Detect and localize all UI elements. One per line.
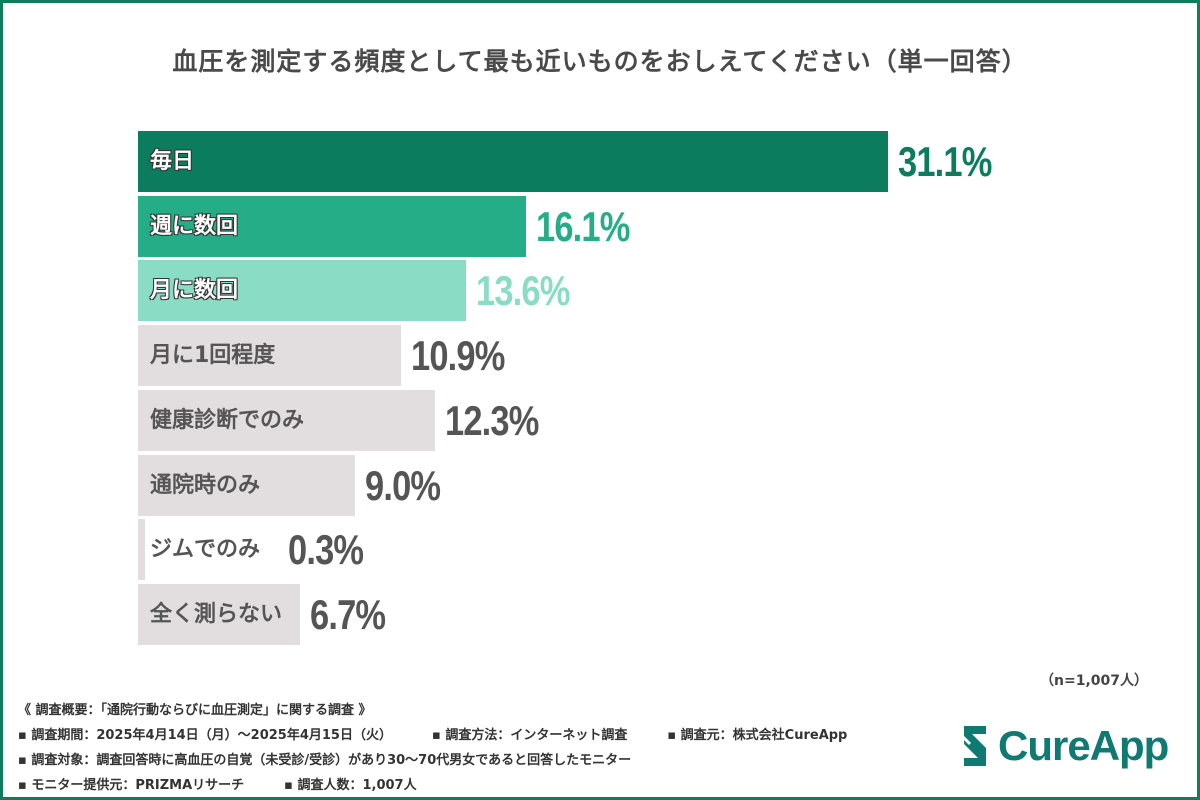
survey-count: ▪ 調査人数：1,007人 bbox=[284, 778, 417, 793]
survey-overview: 《 調査概要：「通院行動ならびに血圧測定」に関する調査 》 bbox=[18, 703, 372, 718]
chart-title: 血圧を測定する頻度として最も近いものをおしえてください（単一回答） bbox=[172, 47, 1028, 76]
category-label: 月に1回程度 bbox=[150, 343, 276, 369]
bar: 毎日 bbox=[138, 131, 888, 192]
bar: 月に数回 bbox=[138, 260, 466, 322]
survey-target: ▪ 調査対象：調査回答時に高血圧の自覚（未受診/受診）があり30～70代男女であ… bbox=[18, 753, 632, 768]
sample-size: （n=1,007人） bbox=[1040, 673, 1148, 689]
category-label: 全く測らない bbox=[150, 601, 283, 627]
value-label: 12.3% bbox=[444, 396, 539, 444]
category-label: 週に数回 bbox=[150, 213, 239, 239]
value-label: 0.3% bbox=[288, 526, 364, 574]
value-label: 31.1% bbox=[898, 138, 992, 185]
category-label: ジムでのみ bbox=[150, 537, 261, 563]
bar: 週に数回 bbox=[138, 195, 527, 257]
category-label: 通院時のみ bbox=[150, 472, 261, 498]
survey-period: ▪ 調査期間：2025年4月14日（月）～2025年4月15日（火） bbox=[18, 728, 392, 743]
bar: 健康診断でのみ bbox=[138, 389, 435, 451]
category-label: 月に数回 bbox=[150, 278, 239, 304]
survey-provider: ▪ モニター提供元：PRIZMAリサーチ bbox=[18, 778, 245, 793]
value-label: 13.6% bbox=[475, 267, 570, 315]
cureapp-logo: CureApp bbox=[958, 722, 1169, 770]
survey-method: ▪ 調査方法：インターネット調査 bbox=[431, 728, 628, 743]
bar: ジムでのみ bbox=[138, 519, 260, 581]
bar: 通院時のみ bbox=[138, 454, 356, 516]
logo-text: CureApp bbox=[998, 722, 1169, 769]
bar: 月に1回程度 bbox=[138, 325, 401, 387]
survey-notes: 《 調査概要：「通院行動ならびに血圧測定」に関する調査 》 ▪ 調査期間：202… bbox=[18, 698, 847, 798]
bar-chart: 毎日 31.1% 週に数回 16.1% 月に数回 13.6% 月に1回程度 10.9% 健康診断… bbox=[138, 131, 992, 645]
value-label: 6.7% bbox=[309, 590, 386, 638]
value-label: 10.9% bbox=[410, 332, 505, 380]
value-label: 16.1% bbox=[536, 202, 630, 250]
category-label: 毎日 bbox=[150, 149, 195, 174]
category-label: 健康診断でのみ bbox=[150, 407, 305, 433]
bar: 全く測らない bbox=[138, 583, 300, 645]
value-label: 9.0% bbox=[365, 461, 441, 509]
cureapp-logo-icon bbox=[960, 726, 986, 766]
survey-source: ▪ 調査元：株式会社CureApp bbox=[667, 728, 848, 743]
